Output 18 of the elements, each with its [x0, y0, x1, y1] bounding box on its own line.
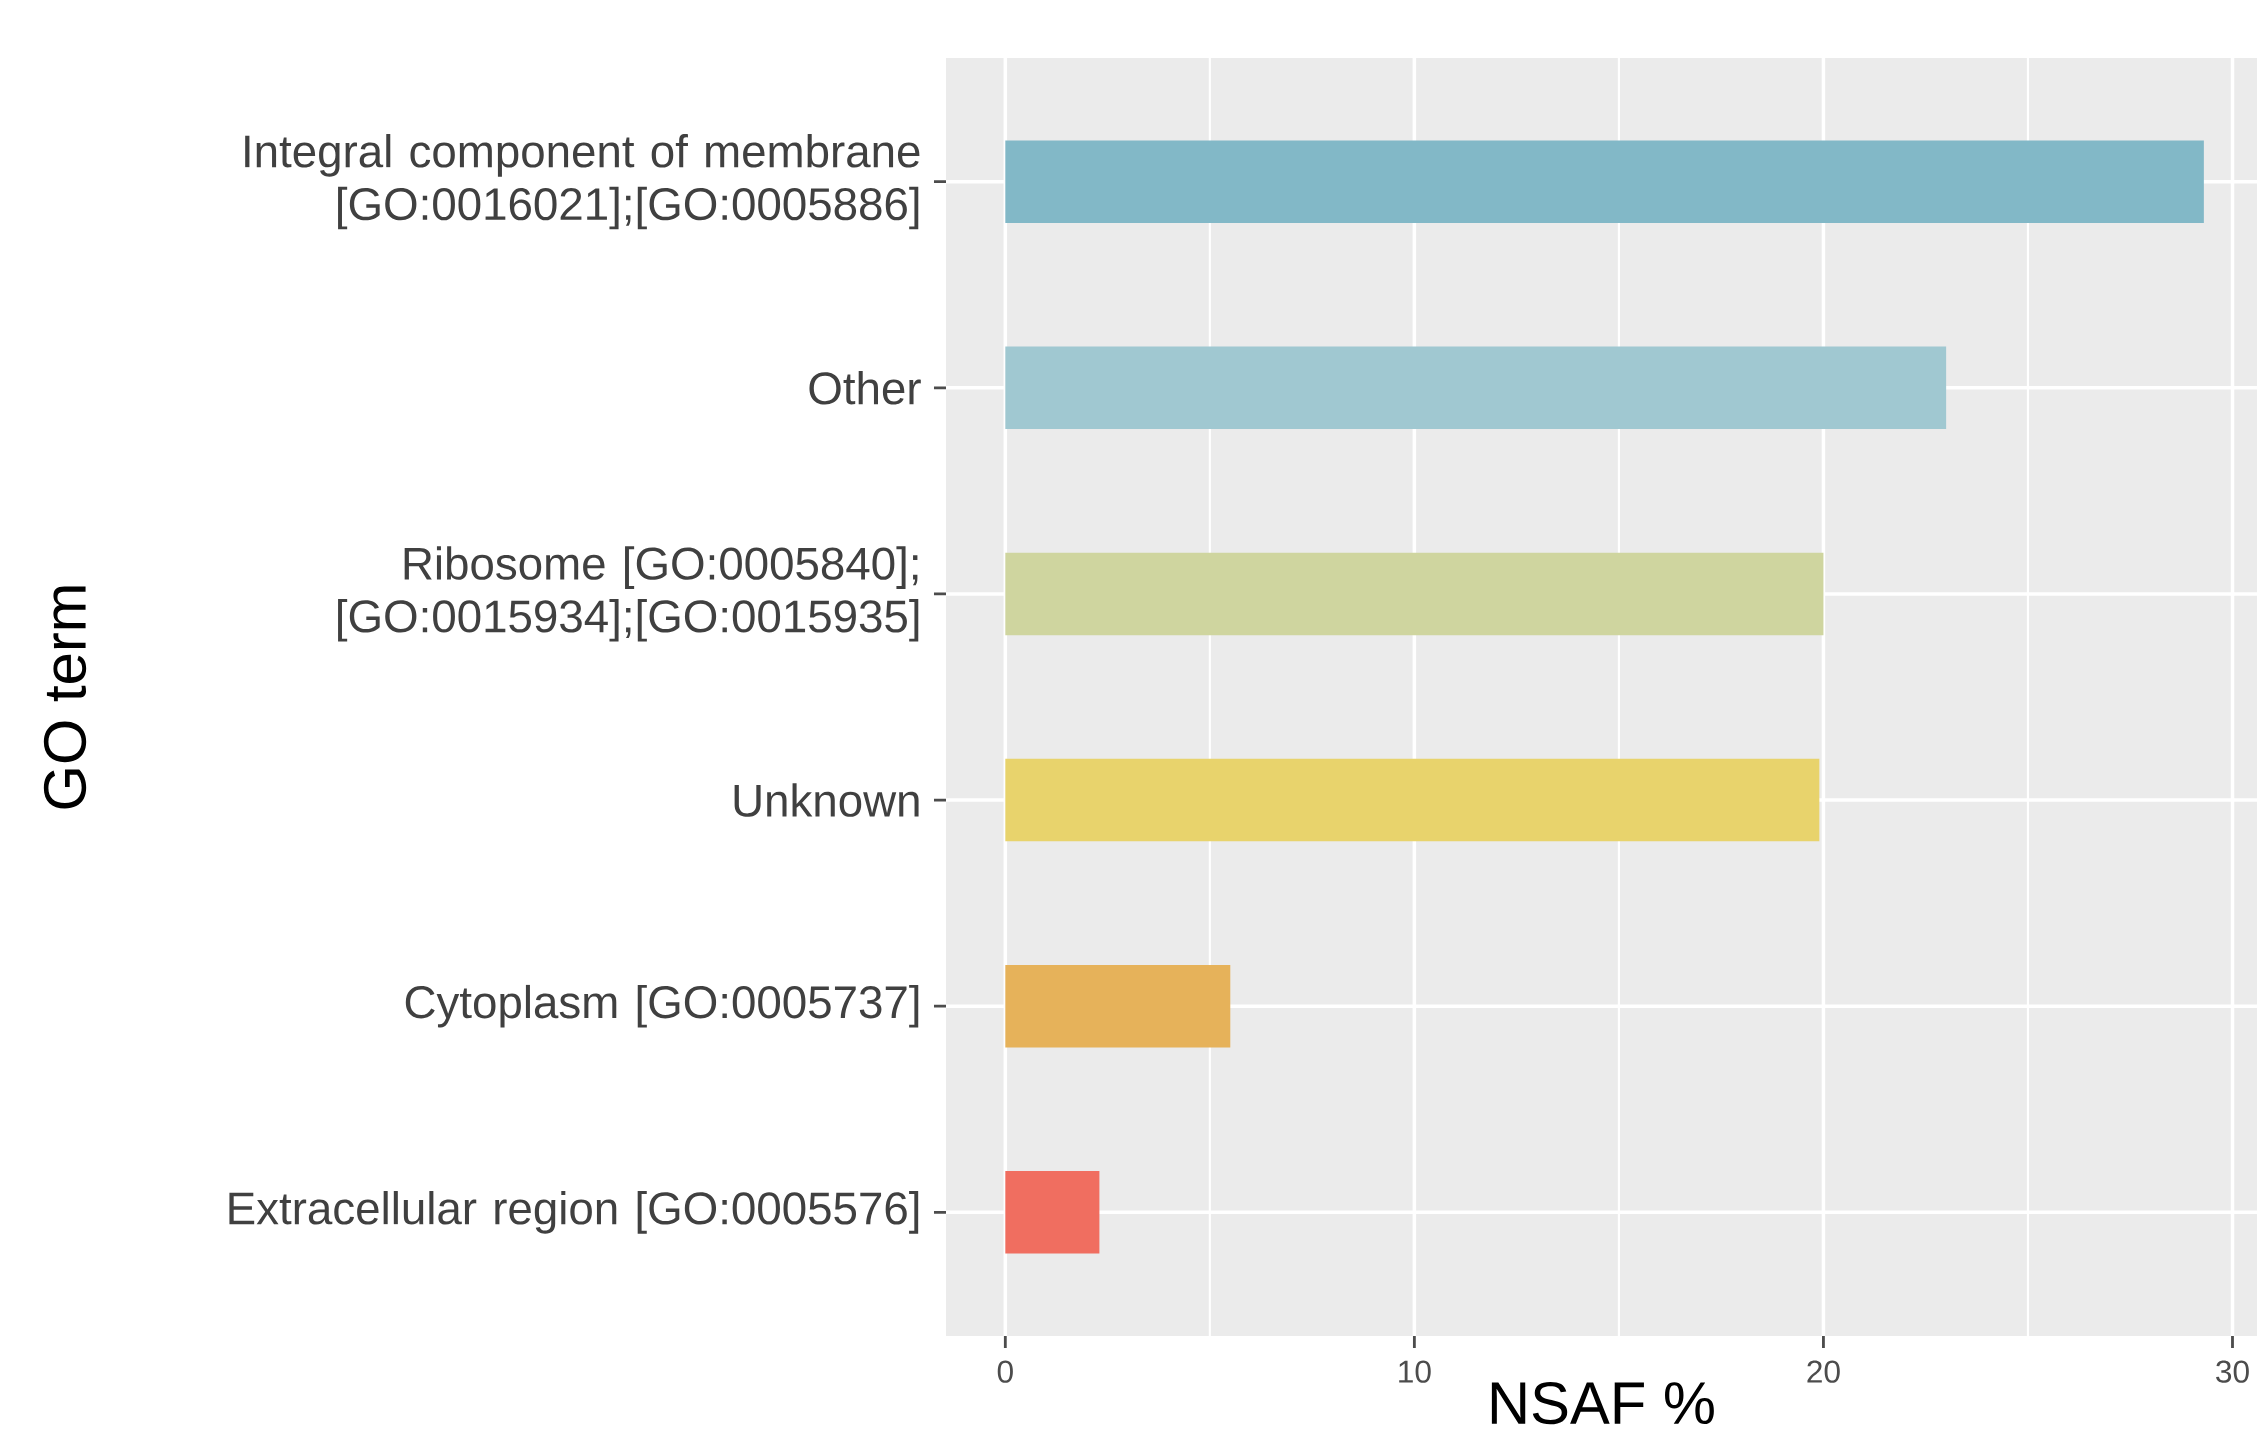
bar: [1005, 346, 1947, 430]
x-axis-title: NSAF %: [1491, 1381, 1714, 1425]
bar: [1005, 1171, 1100, 1254]
bar: [1005, 758, 1820, 842]
bar: [1005, 964, 1231, 1048]
x-tick-label: 10: [1399, 1360, 1431, 1383]
y-tick-label: Extracellular region [GO:0005576]: [229, 1191, 919, 1234]
bar: [1005, 140, 2204, 223]
bar: [1005, 552, 1824, 636]
x-tick-label: 20: [1807, 1360, 1840, 1383]
y-tick-label: Ribosome [GO:0005840]; [GO:0015934];[GO:0015935]: [338, 546, 919, 642]
y-axis-title: GO term: [43, 586, 87, 809]
y-tick-label: Cytoplasm [GO:0005737]: [405, 984, 919, 1028]
y-tick-label: Integral component of membrane [GO:0016021];[GO:0005886]: [245, 134, 920, 230]
x-tick-label: 0: [997, 1360, 1013, 1383]
y-tick-label: Other: [809, 371, 921, 405]
x-tick-label: 30: [2216, 1360, 2249, 1383]
y-tick-label: Unknown: [734, 783, 919, 817]
